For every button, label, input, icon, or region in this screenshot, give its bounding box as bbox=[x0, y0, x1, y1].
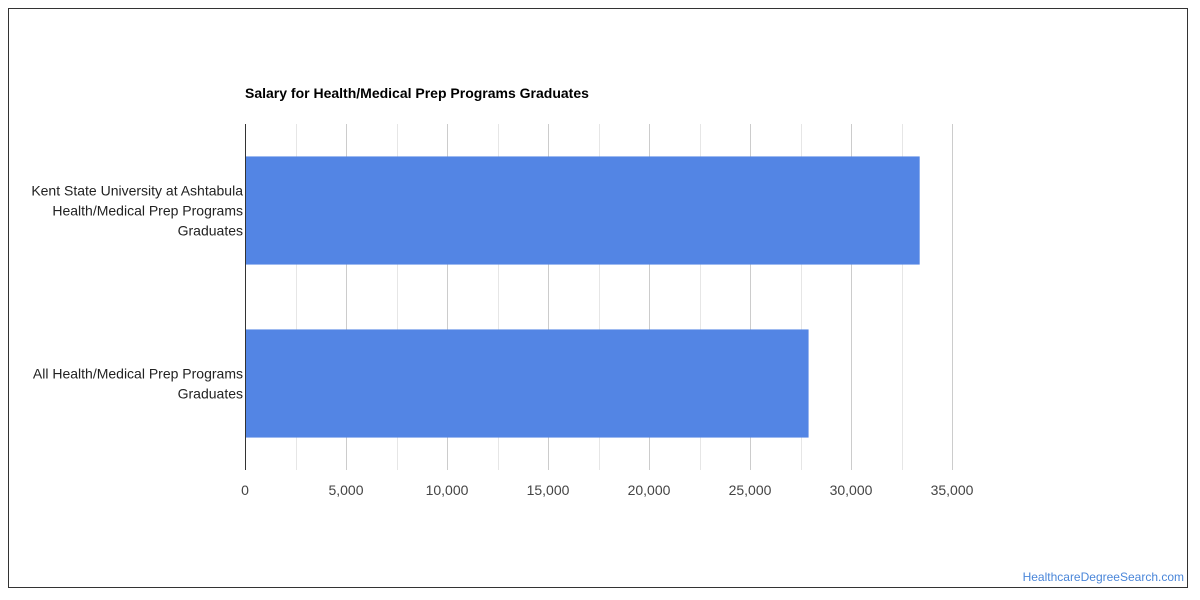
x-tick-label: 10,000 bbox=[426, 482, 469, 498]
category-label-line: All Health/Medical Prep Programs bbox=[33, 366, 243, 382]
bar-1 bbox=[245, 329, 809, 438]
category-label-line: Kent State University at Ashtabula bbox=[31, 183, 243, 199]
chart-frame bbox=[8, 8, 1188, 588]
x-tick-label: 20,000 bbox=[628, 482, 671, 498]
category-label-line: Graduates bbox=[178, 223, 243, 239]
x-tick-label: 30,000 bbox=[830, 482, 873, 498]
x-tick-label: 35,000 bbox=[931, 482, 974, 498]
category-label-1: All Health/Medical Prep Programs Graduate… bbox=[33, 366, 243, 402]
x-tick-label: 25,000 bbox=[729, 482, 772, 498]
x-tick-label: 5,000 bbox=[328, 482, 363, 498]
chart-title: Salary for Health/Medical Prep Programs … bbox=[245, 85, 589, 101]
category-label-line: Graduates bbox=[178, 386, 243, 402]
x-tick-label: 0 bbox=[241, 482, 249, 498]
site-watermark[interactable]: HealthcareDegreeSearch.com bbox=[1022, 570, 1184, 584]
category-label-0: Kent State University at Ashtabula Health… bbox=[31, 183, 243, 239]
category-label-line: Health/Medical Prep Programs bbox=[52, 203, 243, 219]
bar-0 bbox=[245, 156, 920, 265]
x-tick-label: 15,000 bbox=[527, 482, 570, 498]
